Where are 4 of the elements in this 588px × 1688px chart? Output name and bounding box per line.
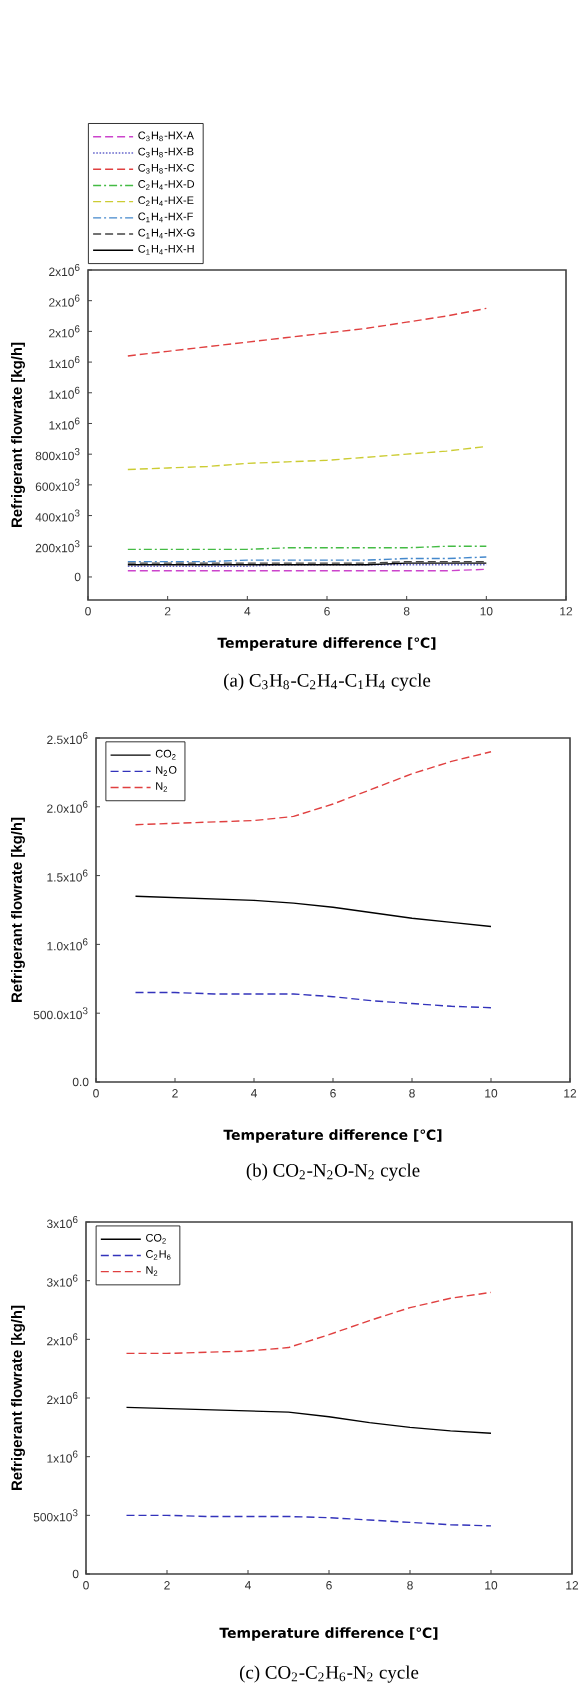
line-series <box>127 307 488 357</box>
chart-title: (c) CO$_{2}$-C$_{2}$H$_{6}$-N$_{2}$ cycle <box>239 1665 419 1683</box>
text: (b) CO$_{2}$-N$_{2}$O-N$_{2}$ cycle <box>246 1163 420 1181</box>
chart-title: (a) C$_{3}$H$_{8}$-C$_{2}$H$_{4}$-C$_{1}$H$_{4}$ cycle <box>224 673 431 691</box>
